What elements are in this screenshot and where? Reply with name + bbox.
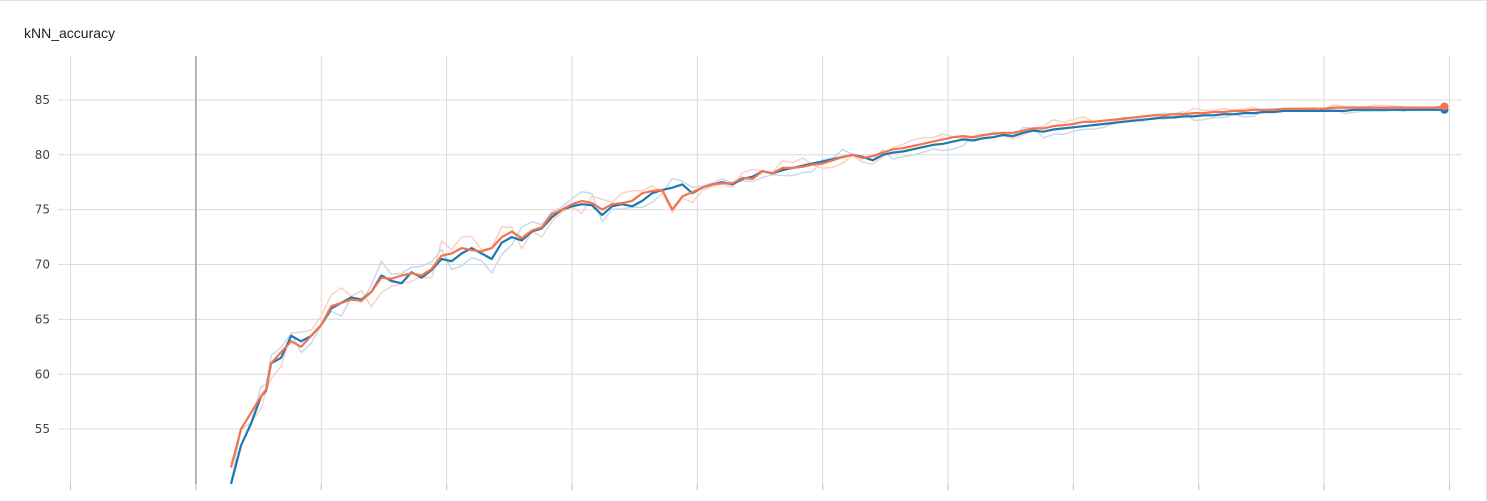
y-tick-label: 80 xyxy=(35,148,50,162)
series-1-raw-line xyxy=(230,103,1445,483)
series-1-line xyxy=(229,105,1445,468)
y-tick-label: 75 xyxy=(35,203,50,217)
y-tick-label: 85 xyxy=(35,93,50,107)
y-tick-label: 70 xyxy=(35,258,50,272)
y-tick-label: 65 xyxy=(35,312,50,326)
y-tick-label: 55 xyxy=(35,422,50,436)
series-0-raw-line xyxy=(230,106,1445,484)
series-1-end-point xyxy=(1440,102,1449,111)
smoothed-series-layer xyxy=(229,105,1445,484)
end-marker-layer xyxy=(1440,102,1449,114)
raw-series-layer xyxy=(230,103,1445,484)
y-axis: 55 60 65 70 75 80 85 xyxy=(35,93,50,436)
grid-layer xyxy=(58,56,1462,490)
y-tick-label: 60 xyxy=(35,367,50,381)
chart-title: kNN_accuracy xyxy=(24,25,116,41)
